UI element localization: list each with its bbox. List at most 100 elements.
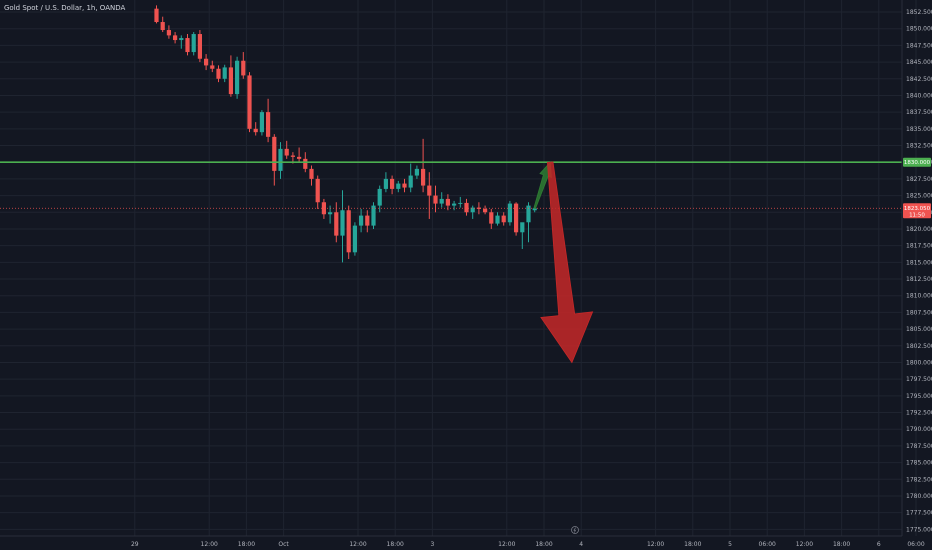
price-tick-label: 1775.000 <box>906 526 932 533</box>
candle-up <box>414 168 419 176</box>
time-tick-label: 12:00 <box>796 541 813 548</box>
lightning-icon <box>571 526 579 534</box>
candle-down <box>160 22 165 31</box>
candle-down <box>365 215 370 226</box>
price-tick-label: 1812.500 <box>906 276 932 283</box>
time-tick-label: 29 <box>131 541 139 548</box>
candle-down <box>309 168 314 179</box>
candle-up <box>259 112 264 133</box>
candle-down <box>483 208 488 213</box>
candle-down <box>247 75 252 129</box>
time-tick-label: Oct <box>278 541 289 548</box>
price-tick-label: 1835.000 <box>906 126 932 133</box>
candle-down <box>204 58 209 66</box>
candle-down <box>241 60 246 76</box>
candle-up <box>396 183 401 189</box>
candle-down <box>185 38 190 53</box>
price-tick-label: 1777.500 <box>906 510 932 517</box>
price-tick-label: 1785.000 <box>906 460 932 467</box>
price-tick-label: 1795.000 <box>906 393 932 400</box>
lightning-bolt-icon <box>573 527 576 533</box>
candle-up <box>532 208 537 211</box>
candle-series <box>154 5 537 263</box>
time-axis[interactable]: 29 12:00 18:00 Oct 12:00 18:00 3 12:00 18:00 4 12:… <box>0 526 932 549</box>
candle-down <box>253 128 258 133</box>
candle-down <box>272 136 277 171</box>
candle-down <box>476 207 481 209</box>
time-tick-label: 12:00 <box>201 541 218 548</box>
candle-down <box>445 198 450 206</box>
candle-down <box>489 212 494 224</box>
candle-up <box>328 212 333 215</box>
time-tick-label: 18:00 <box>684 541 701 548</box>
price-tick-label: 1780.000 <box>906 493 932 500</box>
candle-down <box>433 195 438 204</box>
time-tick-label: 3 <box>430 541 434 548</box>
price-tick-label: 1815.000 <box>906 259 932 266</box>
candle-down <box>427 185 432 196</box>
candle-down <box>315 178 320 203</box>
price-tick-label: 1792.500 <box>906 410 932 417</box>
current-price-label: 1823.050 <box>904 206 931 212</box>
price-tick-label: 1845.000 <box>906 59 932 66</box>
candle-down <box>501 215 506 223</box>
time-tick-label: 18:00 <box>833 541 850 548</box>
time-tick-label: 12:00 <box>349 541 366 548</box>
price-tick-label: 1850.000 <box>906 26 932 33</box>
price-tick-label: 1842.500 <box>906 76 932 83</box>
price-tick-label: 1820.000 <box>906 226 932 233</box>
price-tick-label: 1832.500 <box>906 143 932 150</box>
candle-up <box>352 225 357 253</box>
drawing-overlays[interactable] <box>0 161 902 364</box>
candle-down <box>266 112 271 137</box>
candle-up <box>520 222 525 233</box>
candle-up <box>408 175 413 188</box>
chart-grid <box>0 0 917 536</box>
price-tick-label: 1787.500 <box>906 443 932 450</box>
chart-title: Gold Spot / U.S. Dollar, 1h, OANDA <box>4 4 126 12</box>
candle-up <box>235 60 240 95</box>
price-tick-label: 1802.500 <box>906 343 932 350</box>
candle-down <box>346 210 351 253</box>
candle-down <box>402 183 407 188</box>
candle-down <box>197 34 202 59</box>
candle-down <box>284 148 289 156</box>
candle-down <box>290 155 295 157</box>
candle-up <box>179 38 184 41</box>
time-tick-label: 4 <box>579 541 583 548</box>
candle-up <box>439 198 444 204</box>
price-tick-label: 1810.000 <box>906 293 932 300</box>
candle-down <box>303 158 308 169</box>
candle-up <box>340 210 345 236</box>
candle-down <box>228 67 233 95</box>
time-tick-label: 06:00 <box>759 541 776 548</box>
candle-down <box>173 35 178 41</box>
price-tick-label: 1827.500 <box>906 176 932 183</box>
candle-down <box>464 202 469 213</box>
price-axis[interactable]: 1852.500 1850.000 1847.500 1845.000 1842.500… <box>901 0 932 536</box>
countdown-label: 11:50 <box>909 212 925 218</box>
candle-up <box>526 205 531 223</box>
arrow-down-drawing[interactable] <box>540 161 594 364</box>
candle-up <box>495 215 500 224</box>
current-price-badge <box>903 203 931 219</box>
candle-down <box>334 212 339 236</box>
price-tick-label: 1807.500 <box>906 309 932 316</box>
price-tick-label: 1800.000 <box>906 359 932 366</box>
candle-down <box>297 156 302 159</box>
candle-up <box>191 34 196 53</box>
price-tick-label: 1790.000 <box>906 426 932 433</box>
time-tick-label: 18:00 <box>387 541 404 548</box>
price-tick-label: 1782.500 <box>906 476 932 483</box>
candle-up <box>507 203 512 223</box>
candle-down <box>216 68 221 79</box>
price-tick-label: 1837.500 <box>906 109 932 116</box>
time-tick-label: 18:00 <box>535 541 552 548</box>
candle-up <box>371 205 376 226</box>
time-tick-label: 5 <box>728 541 732 548</box>
candle-up <box>278 148 283 171</box>
candle-up <box>359 215 364 226</box>
time-tick-label: 12:00 <box>498 541 515 548</box>
candle-up <box>470 207 475 213</box>
